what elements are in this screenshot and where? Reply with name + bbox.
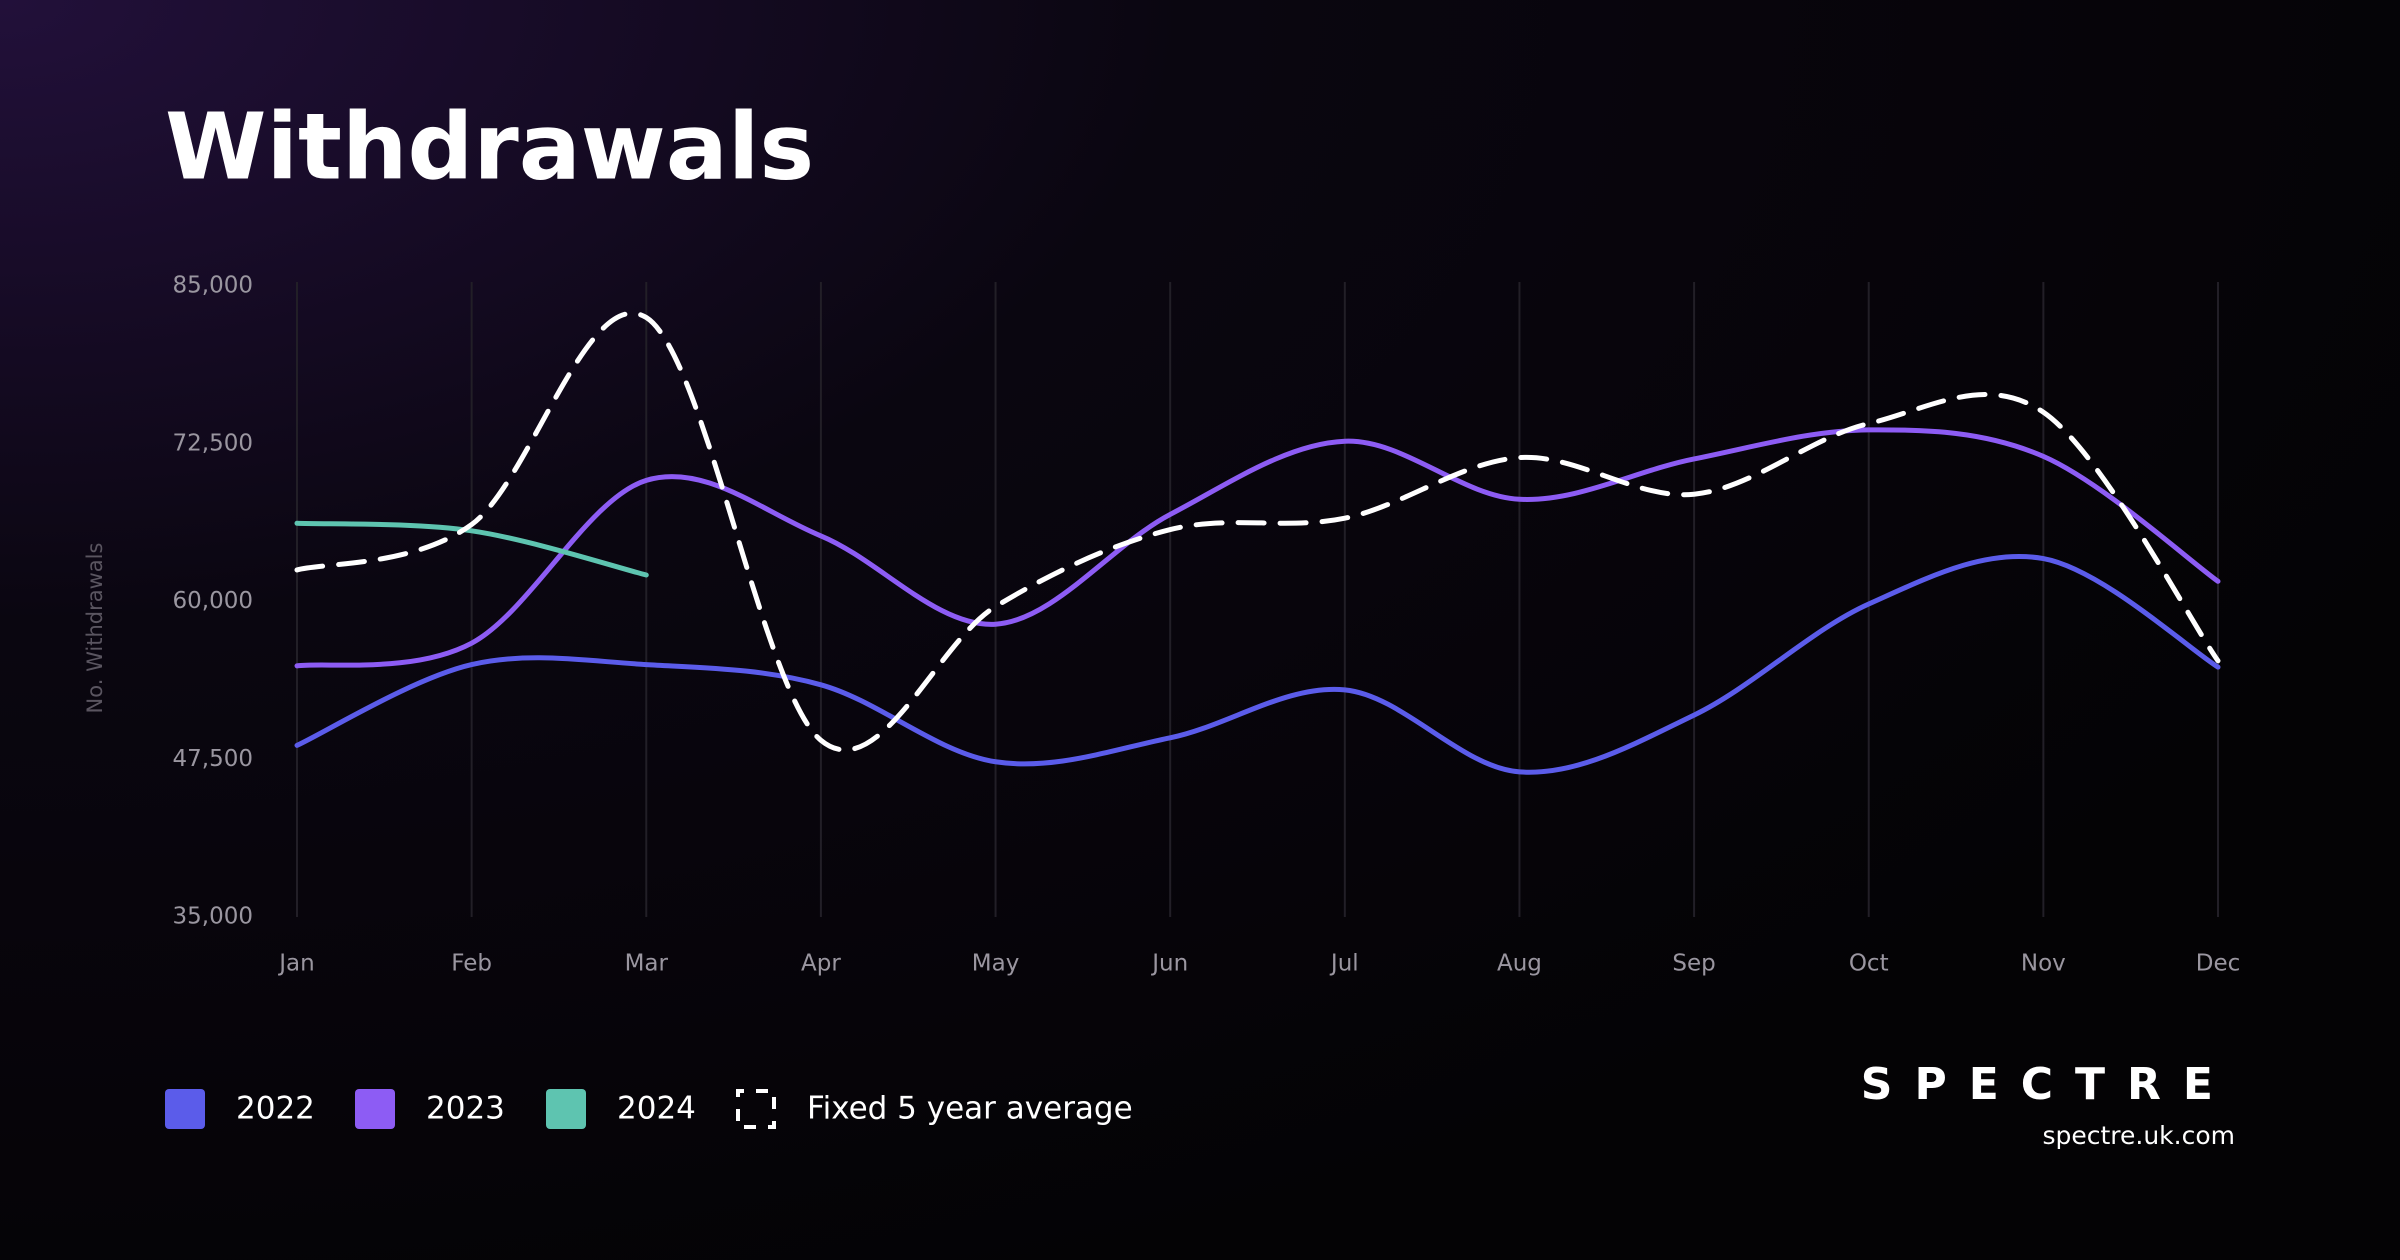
- brand-website: spectre.uk.com: [2042, 1121, 2235, 1150]
- x-tick-label: May: [972, 951, 1020, 977]
- y-axis-label: No. Withdrawals: [83, 543, 107, 714]
- y-tick-label: 85,000: [173, 273, 253, 299]
- legend-swatch: [165, 1089, 205, 1129]
- chart-title: Withdrawals: [165, 93, 814, 200]
- x-tick-label: Apr: [801, 951, 841, 977]
- y-tick-label: 47,500: [173, 746, 253, 772]
- series-line: [294, 427, 2221, 669]
- legend-label: 2024: [617, 1091, 696, 1127]
- x-tick-label: Jul: [1329, 951, 1359, 977]
- series-line: [294, 520, 649, 578]
- x-tick-label: Jun: [1150, 951, 1188, 977]
- legend-swatch: [546, 1089, 586, 1129]
- x-tick-label: Feb: [451, 951, 492, 977]
- x-tick-label: Jan: [277, 951, 314, 977]
- x-tick-label: Sep: [1672, 951, 1715, 977]
- y-tick-label: 72,500: [173, 430, 253, 456]
- x-tick-label: Oct: [1849, 951, 1889, 977]
- x-tick-label: Aug: [1497, 951, 1542, 977]
- series-line: [294, 311, 2221, 753]
- x-tick-label: Mar: [625, 951, 669, 977]
- series-line: [294, 553, 2221, 775]
- legend-label: 2023: [426, 1091, 505, 1127]
- brand-logo: SPECTRE: [1861, 1059, 2235, 1110]
- y-tick-label: 35,000: [173, 904, 253, 930]
- y-tick-label: 60,000: [173, 588, 253, 614]
- x-tick-label: Dec: [2196, 951, 2241, 977]
- legend-swatch: [355, 1089, 395, 1129]
- x-tick-label: Nov: [2021, 951, 2066, 977]
- legend-swatch: [736, 1089, 776, 1129]
- legend-label: 2022: [236, 1091, 315, 1127]
- legend-label: Fixed 5 year average: [807, 1091, 1133, 1127]
